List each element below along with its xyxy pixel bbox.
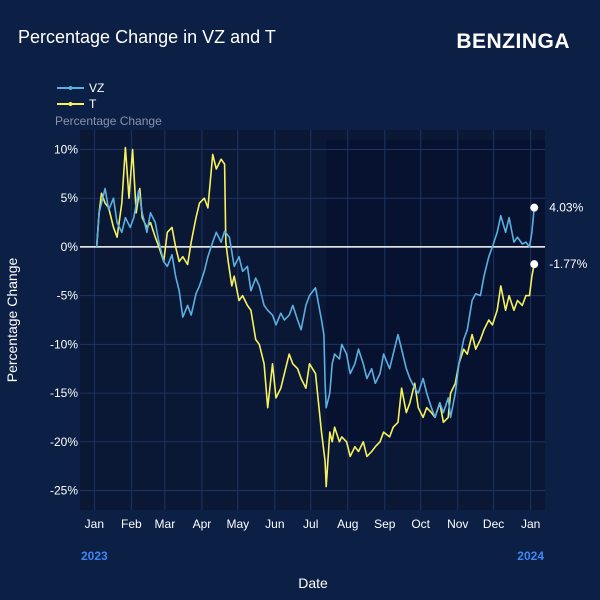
recent-period-shading — [326, 139, 545, 442]
x-tick-label: Jul — [303, 517, 318, 531]
legend-item-vz[interactable]: VZ — [57, 81, 104, 95]
endpoint-label-vz: 4.03% — [549, 201, 583, 215]
y-tick-label: 10% — [54, 142, 78, 156]
y-axis-label: Percentage Change — [4, 258, 20, 383]
legend-title: Percentage Change — [55, 114, 162, 128]
endpoint-label-t: -1.77% — [549, 257, 587, 271]
series-lines — [95, 146, 535, 488]
y-tick-label: -25% — [50, 484, 78, 498]
x-tick-label: Oct — [411, 517, 430, 531]
x-tick-label: Feb — [121, 517, 142, 531]
y-tick-label: -20% — [50, 435, 78, 449]
year-labels: 2023 2024 — [81, 549, 544, 563]
endpoint-marker-t — [530, 260, 539, 269]
chart-title: Percentage Change in VZ and T — [18, 27, 276, 47]
x-tick-label: Jan — [521, 517, 540, 531]
x-tick-label: Jun — [265, 517, 284, 531]
x-tick-label: Dec — [483, 517, 504, 531]
gridlines — [80, 130, 545, 510]
year-label: 2024 — [517, 549, 544, 563]
legend-label: T — [89, 97, 97, 111]
x-tick-label: May — [226, 517, 249, 531]
x-tick-label: Apr — [193, 517, 212, 531]
y-tick-label: -10% — [50, 337, 78, 351]
x-axis-ticks: Jan Feb Mar Apr May Jun Jul Aug Sep Oct Nov Dec Jan — [85, 517, 541, 531]
x-tick-label: Aug — [337, 517, 358, 531]
legend-marker — [68, 102, 73, 106]
series-line-t — [95, 146, 535, 488]
x-tick-label: Jan — [85, 517, 104, 531]
legend-label: VZ — [89, 81, 104, 95]
benzinga-logo: BENZINGA — [456, 30, 570, 53]
x-tick-label: Nov — [447, 517, 468, 531]
x-tick-label: Sep — [374, 517, 396, 531]
y-axis-ticks: 10% 5% 0% -5% -10% -15% -20% -25% — [50, 142, 78, 497]
endpoint-marker-vz — [530, 203, 539, 212]
series-line-vz — [95, 187, 535, 419]
y-tick-label: 5% — [61, 191, 79, 205]
y-tick-label: 0% — [61, 240, 79, 254]
year-label: 2023 — [81, 549, 108, 563]
x-tick-label: Mar — [155, 517, 176, 531]
y-tick-label: -5% — [57, 289, 79, 303]
y-tick-label: -15% — [50, 386, 78, 400]
legend-marker — [68, 86, 73, 90]
series-endpoints: 4.03% -1.77% — [530, 201, 588, 271]
x-axis-label: Date — [298, 575, 328, 591]
legend-item-t[interactable]: T — [57, 97, 97, 111]
legend[interactable]: VZ T Percentage Change — [55, 81, 162, 128]
